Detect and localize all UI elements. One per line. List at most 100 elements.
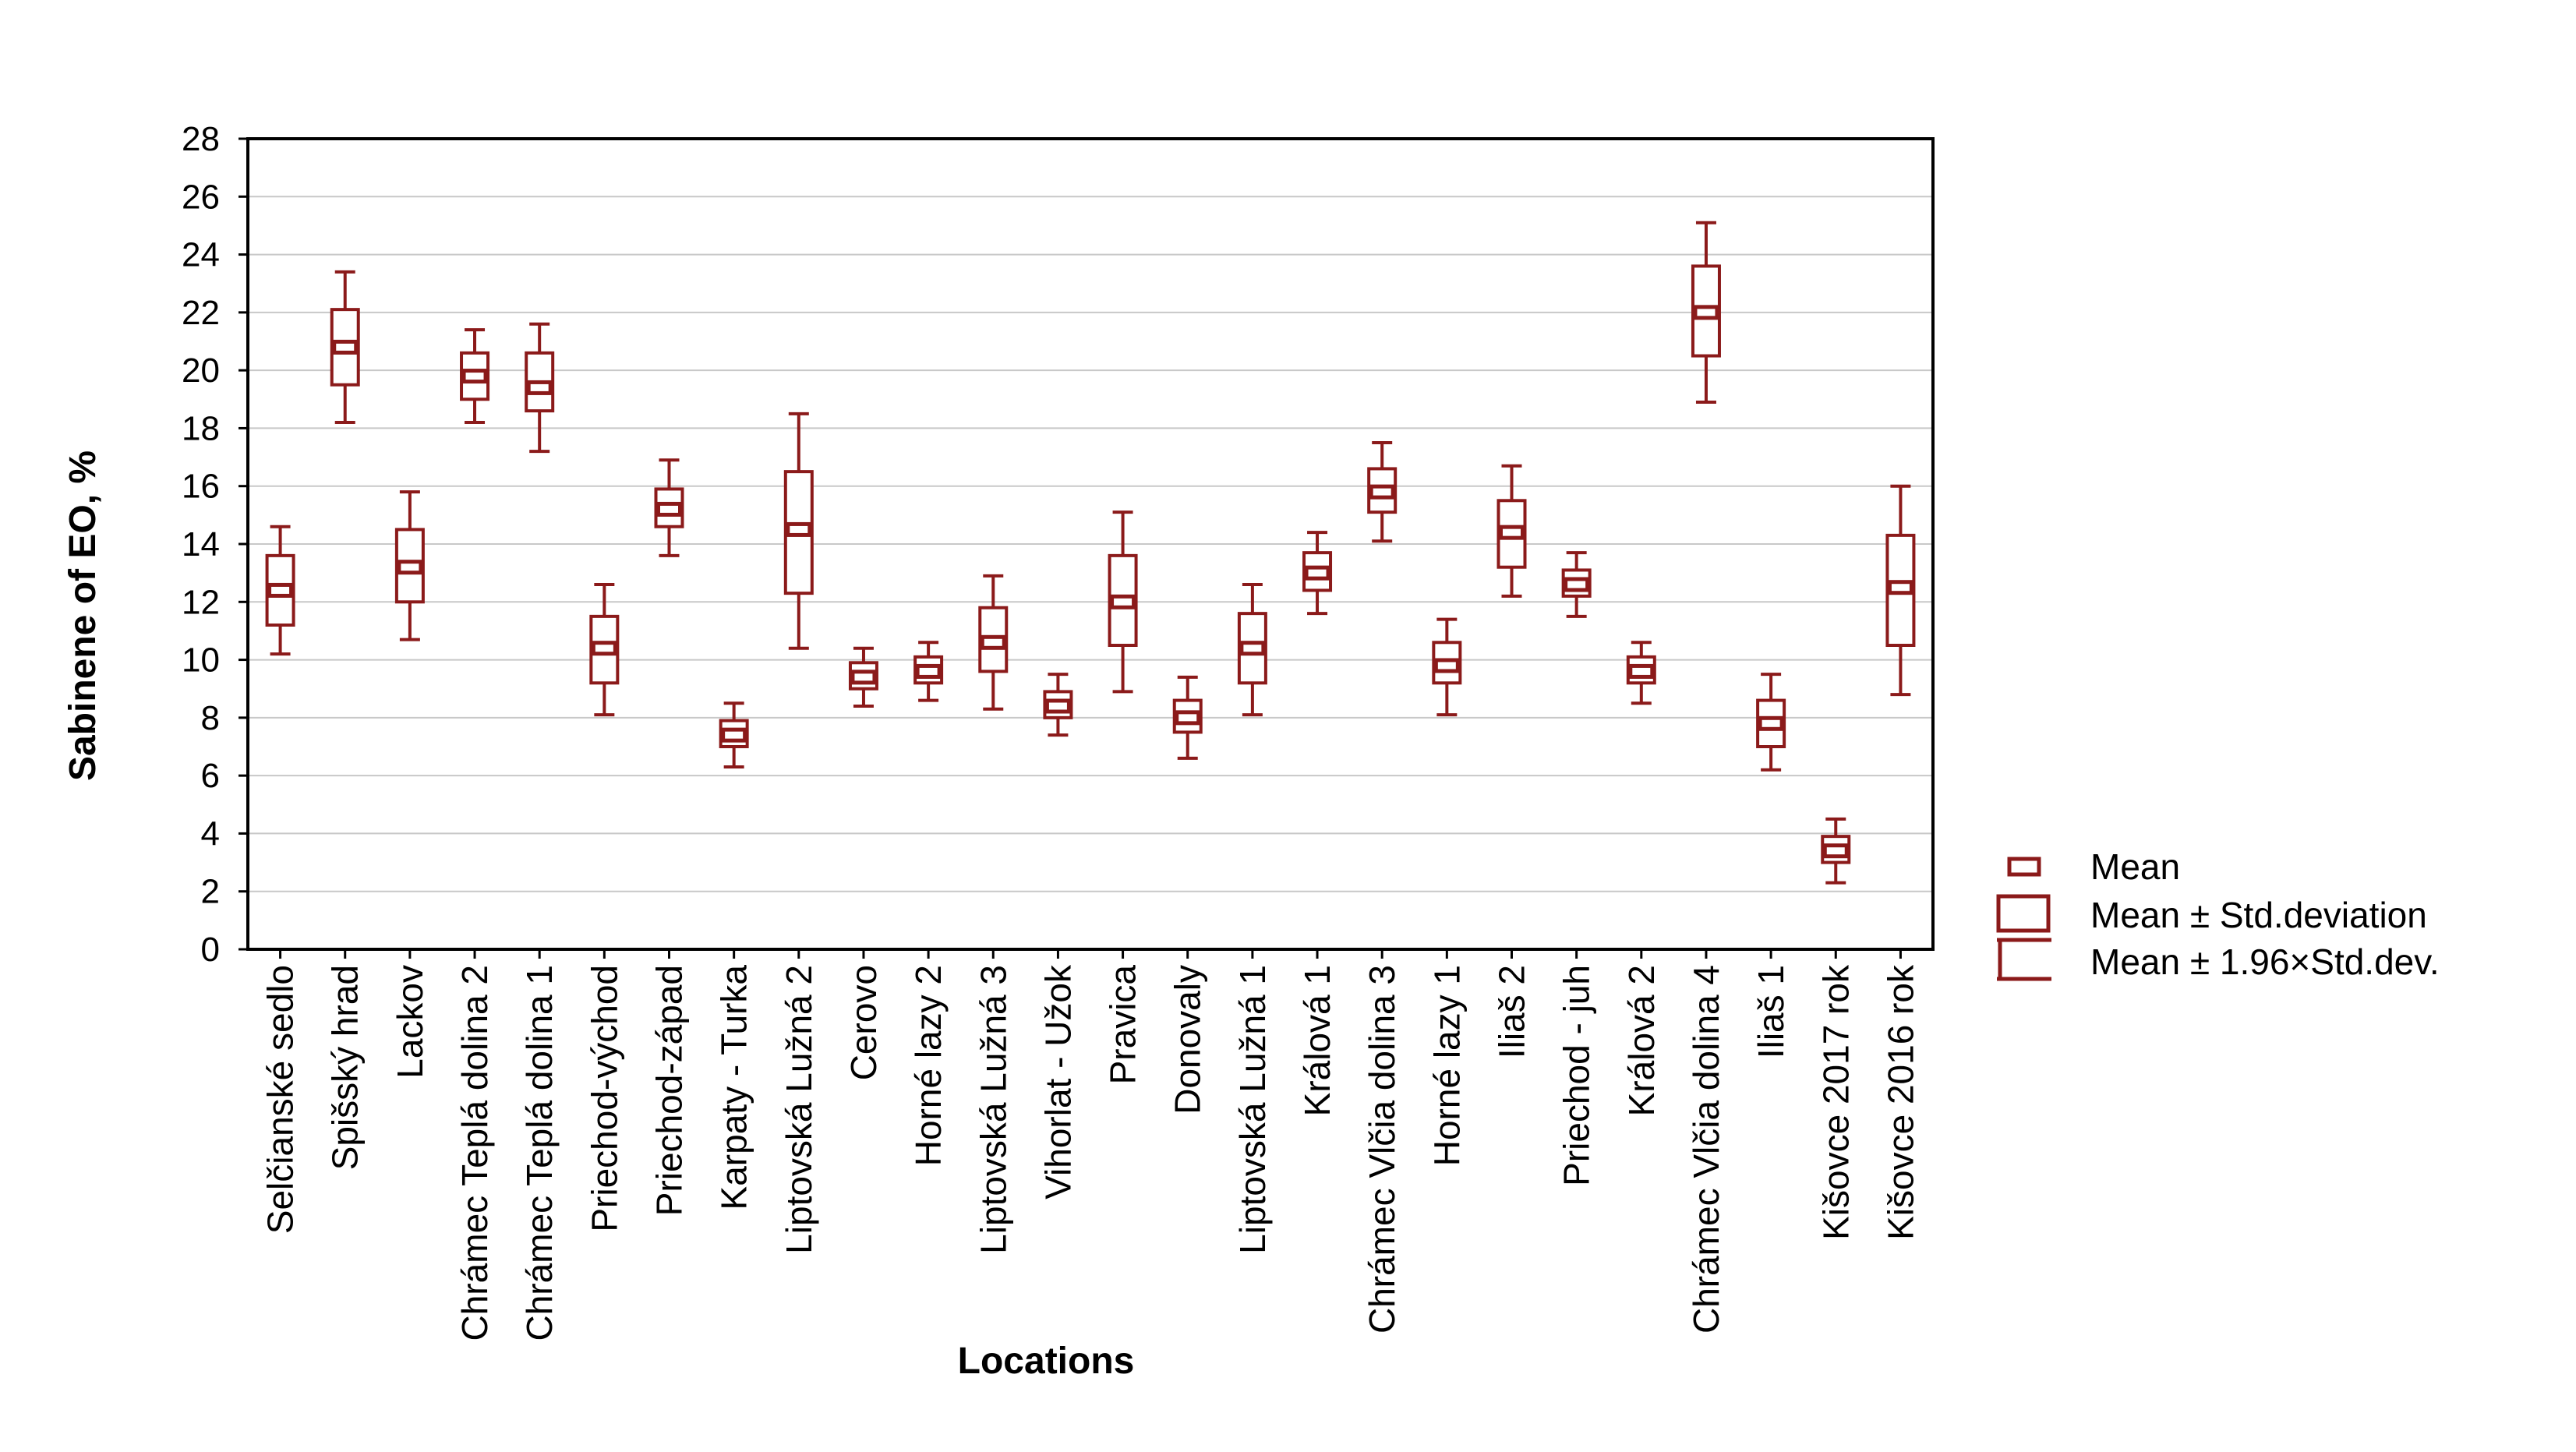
y-tick-label: 22 <box>182 294 220 332</box>
x-tick-label: Lackov <box>390 965 430 1079</box>
legend-box-label: Mean ± Std.deviation <box>2090 895 2427 935</box>
mean-marker <box>721 727 747 743</box>
mean-marker <box>1433 658 1460 673</box>
box-group <box>1626 641 1656 705</box>
box-group <box>1691 221 1721 404</box>
mean-marker <box>397 560 423 575</box>
y-tick-label: 6 <box>201 757 220 795</box>
legend-box-symbol <box>1996 894 2051 933</box>
box-group <box>1367 441 1398 543</box>
mean-marker <box>1564 577 1590 592</box>
box-group <box>1108 510 1138 694</box>
box-group <box>1496 464 1527 598</box>
x-tick-label: Spišský hrad <box>325 965 366 1170</box>
y-tick-label: 20 <box>182 352 220 390</box>
x-tick-label: Priechod-západ <box>649 965 690 1216</box>
box-group <box>1432 617 1462 717</box>
box-group <box>1172 675 1203 760</box>
box-group <box>848 646 878 708</box>
box-group <box>1821 817 1851 885</box>
x-tick-label: Iliaš 2 <box>1492 965 1532 1058</box>
x-tick-label: Karpaty - Turka <box>714 965 754 1210</box>
x-tick-label: Chrámec Vlčia dolina 3 <box>1362 965 1402 1334</box>
box-group <box>394 490 425 641</box>
box-group <box>460 328 490 424</box>
x-tick-label: Liptovská Lužná 1 <box>1232 965 1273 1254</box>
x-tick-label: Pravica <box>1103 965 1143 1085</box>
mean-marker <box>915 663 942 679</box>
box-group <box>1302 531 1333 616</box>
mean-marker <box>786 521 812 537</box>
box-group <box>1561 551 1592 618</box>
x-tick-label: Priechod-východ <box>584 965 624 1232</box>
x-tick-label: Donovaly <box>1168 965 1208 1115</box>
x-tick-label: Kišovce 2017 rok <box>1815 964 1856 1240</box>
legend-mean-label: Mean <box>2090 846 2180 887</box>
box-group <box>589 583 620 717</box>
x-axis-ticks: Selčianské sedlo Spišský hrad Lackov Chráme… <box>260 949 1921 1341</box>
x-tick-label: Priechod - juh <box>1557 965 1597 1186</box>
x-tick-label: Chrámec Vlčia dolina 4 <box>1686 965 1726 1334</box>
y-tick-label: 18 <box>182 409 220 447</box>
x-tick-label: Chrámec Teplá dolina 2 <box>454 965 495 1341</box>
box-group <box>978 574 1009 711</box>
x-tick-label: Chrámec Teplá dolina 1 <box>519 965 560 1341</box>
x-tick-label: Liptovská Lužná 3 <box>973 965 1013 1254</box>
x-tick-label: Králová 2 <box>1621 965 1662 1116</box>
y-tick-label: 24 <box>182 236 220 274</box>
mean-marker <box>656 501 682 517</box>
y-tick-label: 16 <box>182 468 220 506</box>
box-group <box>719 701 749 768</box>
mean-marker <box>1110 594 1136 609</box>
y-axis-title: Sabinene of EO, % <box>62 450 104 781</box>
mean-marker <box>1628 663 1655 679</box>
x-tick-label: Králová 1 <box>1297 965 1337 1116</box>
box-group <box>1756 673 1786 772</box>
mean-marker <box>1175 710 1201 726</box>
x-tick-label: Horné lazy 1 <box>1426 965 1467 1166</box>
gridlines <box>248 196 1933 892</box>
mean-marker <box>1822 843 1849 859</box>
y-tick-label: 2 <box>201 873 220 911</box>
box-series <box>265 221 1916 885</box>
y-tick-label: 4 <box>201 814 220 853</box>
x-tick-label: Horné lazy 2 <box>908 965 949 1166</box>
mean-marker <box>980 634 1006 650</box>
legend-whisker-label: Mean ± 1.96×Std.dev. <box>2090 942 2440 982</box>
mean-marker <box>461 369 488 384</box>
y-tick-label: 0 <box>201 931 220 969</box>
y-tick-label: 12 <box>182 583 220 621</box>
y-tick-label: 8 <box>201 699 220 737</box>
legend: Mean Mean ± Std.deviation Mean ± 1.96×St… <box>1996 846 2440 982</box>
box-group <box>1043 673 1073 737</box>
y-tick-label: 10 <box>182 641 220 680</box>
mean-marker <box>1304 565 1330 581</box>
y-tick-label: 14 <box>182 525 220 563</box>
mean-marker <box>1044 698 1071 714</box>
mean-marker <box>1758 715 1784 731</box>
mean-marker <box>1693 305 1719 320</box>
mean-marker <box>1239 641 1266 656</box>
box-group <box>330 270 360 424</box>
x-tick-label: Kišovce 2016 rok <box>1880 964 1921 1240</box>
mean-marker <box>850 669 877 685</box>
mean-marker <box>1369 484 1395 500</box>
mean-marker <box>267 582 294 598</box>
x-axis-title: Locations <box>958 1341 1135 1382</box>
x-tick-label: Selčianské sedlo <box>260 965 301 1234</box>
y-tick-label: 28 <box>182 120 220 158</box>
box-group <box>1237 583 1267 717</box>
y-tick-label: 26 <box>182 178 220 216</box>
box-group <box>783 412 814 650</box>
mean-marker <box>1887 580 1913 595</box>
box-group <box>525 322 555 454</box>
box-group <box>265 525 295 656</box>
x-tick-label: Vihorlat - Užok <box>1037 964 1078 1199</box>
legend-whisker-symbol <box>1997 938 2051 981</box>
mean-marker <box>1499 525 1525 540</box>
x-tick-label: Liptovská Lužná 2 <box>779 965 819 1254</box>
x-tick-label: Cerovo <box>843 965 884 1080</box>
box-group <box>913 641 944 702</box>
mean-marker <box>591 641 617 656</box>
